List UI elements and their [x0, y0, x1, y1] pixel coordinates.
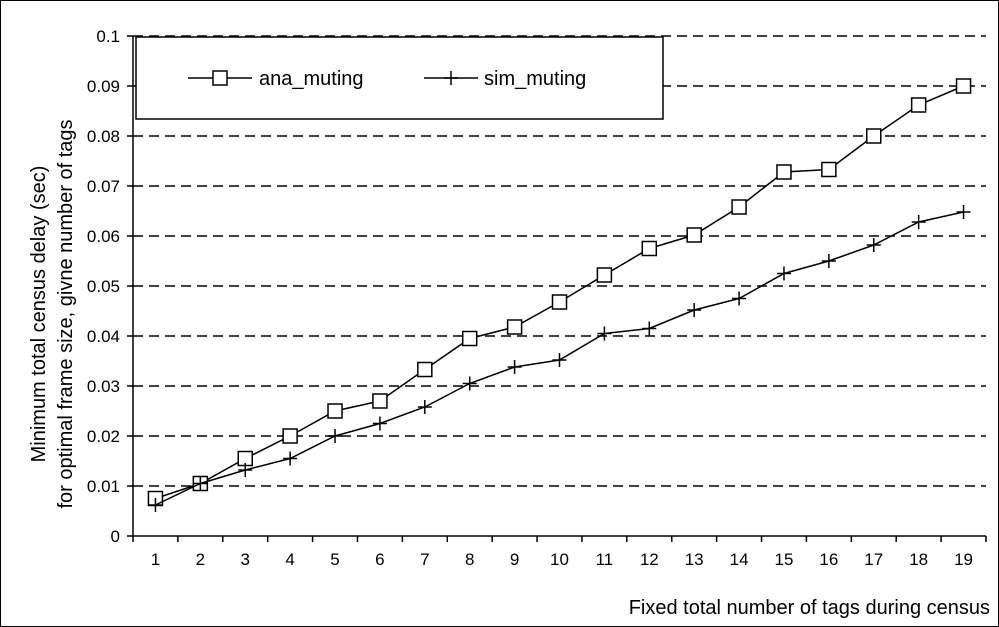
legend-label: ana_muting: [259, 68, 364, 90]
square-marker: [551, 294, 568, 310]
y-tick-label: 0.05: [87, 277, 120, 296]
plus-marker: [776, 266, 791, 281]
square-marker: [910, 97, 927, 113]
plus-marker: [328, 429, 343, 443]
square-marker: [596, 267, 613, 283]
y-tick-label: 0.06: [87, 227, 120, 246]
plus-marker: [193, 476, 208, 491]
y-tick-label: 0.09: [87, 77, 120, 96]
axes: [127, 35, 987, 542]
plus-marker: [417, 400, 432, 414]
legend: ana_muting sim_muting: [135, 36, 664, 120]
plus-marker: [507, 360, 522, 374]
square-marker: [212, 70, 228, 86]
x-tick-label: 5: [330, 550, 339, 569]
y-tick-label: 0.07: [87, 177, 120, 196]
plus-marker: [283, 451, 298, 466]
plus-marker: [821, 254, 836, 268]
y-tick-labels: 0 0.01 0.02 0.03 0.04 0.05 0.06 0.07 0.08 0.09 0.1: [87, 27, 120, 546]
square-marker: [641, 240, 658, 257]
plus-marker: [687, 303, 702, 317]
x-tick-label: 17: [864, 550, 883, 569]
y-tick-label: 0.04: [87, 327, 120, 346]
x-tick-label: 11: [596, 550, 614, 569]
y-tick-label: 0.02: [87, 427, 120, 446]
legend-label: sim_muting: [484, 68, 586, 90]
x-tick-label: 13: [685, 550, 704, 569]
y-tick-label: 0.08: [87, 127, 120, 146]
x-tick-labels: 1 2 3 4 5 6 7 8 9 10 11 12 13 14 15 16 17 18 19: [151, 550, 973, 569]
series-sim_muting: [148, 205, 971, 512]
plus-marker: [372, 416, 387, 431]
legend-item-sim_muting: sim_muting: [424, 68, 586, 90]
x-tick-label: 7: [420, 550, 429, 569]
square-marker: [417, 361, 433, 378]
y-tick-label: 0: [111, 527, 120, 546]
square-marker: [866, 128, 882, 144]
y-axis-title-line-1: Minimum total census delay (sec): [28, 166, 50, 463]
x-tick-label: 14: [730, 550, 749, 569]
square-marker: [821, 161, 837, 178]
x-tick-label: 15: [775, 550, 794, 569]
y-axis-title-line-2: for optimal frame size, givne number of …: [55, 119, 77, 508]
y-tick-label: 0.01: [87, 477, 120, 496]
x-tick-label: 8: [465, 550, 474, 569]
square-marker: [282, 428, 298, 444]
square-marker: [776, 164, 792, 180]
x-tick-label: 3: [241, 550, 250, 569]
plus-marker: [148, 498, 163, 512]
y-tick-label: 0.1: [96, 27, 120, 46]
x-tick-label: 2: [196, 550, 205, 569]
legend-item-ana_muting: ana_muting: [188, 68, 364, 90]
square-marker: [372, 393, 388, 409]
plus-marker: [597, 326, 612, 341]
plus-marker: [956, 205, 971, 219]
y-tick-label: 0.03: [87, 377, 120, 396]
series-ana_muting: [147, 78, 972, 507]
plus-marker: [444, 71, 458, 85]
plus-marker: [866, 238, 881, 252]
x-tick-label: 9: [510, 550, 519, 569]
square-marker: [955, 78, 972, 94]
x-tick-label: 4: [285, 550, 294, 569]
plus-marker: [911, 215, 926, 229]
x-tick-label: 16: [819, 550, 838, 569]
square-marker: [731, 199, 747, 215]
gridlines: [133, 35, 986, 487]
square-marker: [461, 330, 478, 347]
x-tick-label: 6: [375, 550, 384, 569]
legend-box: [135, 36, 664, 120]
x-tick-label: 18: [909, 550, 928, 569]
plus-marker: [732, 291, 747, 306]
plus-marker: [642, 321, 657, 336]
x-tick-label: 10: [550, 550, 569, 569]
square-marker: [686, 227, 702, 243]
square-marker: [506, 319, 523, 335]
data-series: [147, 78, 972, 512]
x-tick-label: 19: [954, 550, 973, 569]
x-axis-title: Fixed total number of tags during census: [629, 597, 990, 619]
square-marker: [327, 403, 343, 419]
plus-marker: [462, 376, 477, 391]
plus-marker: [552, 353, 567, 367]
plus-marker: [238, 463, 253, 477]
x-tick-label: 1: [151, 550, 160, 569]
x-tick-label: 12: [640, 550, 659, 569]
